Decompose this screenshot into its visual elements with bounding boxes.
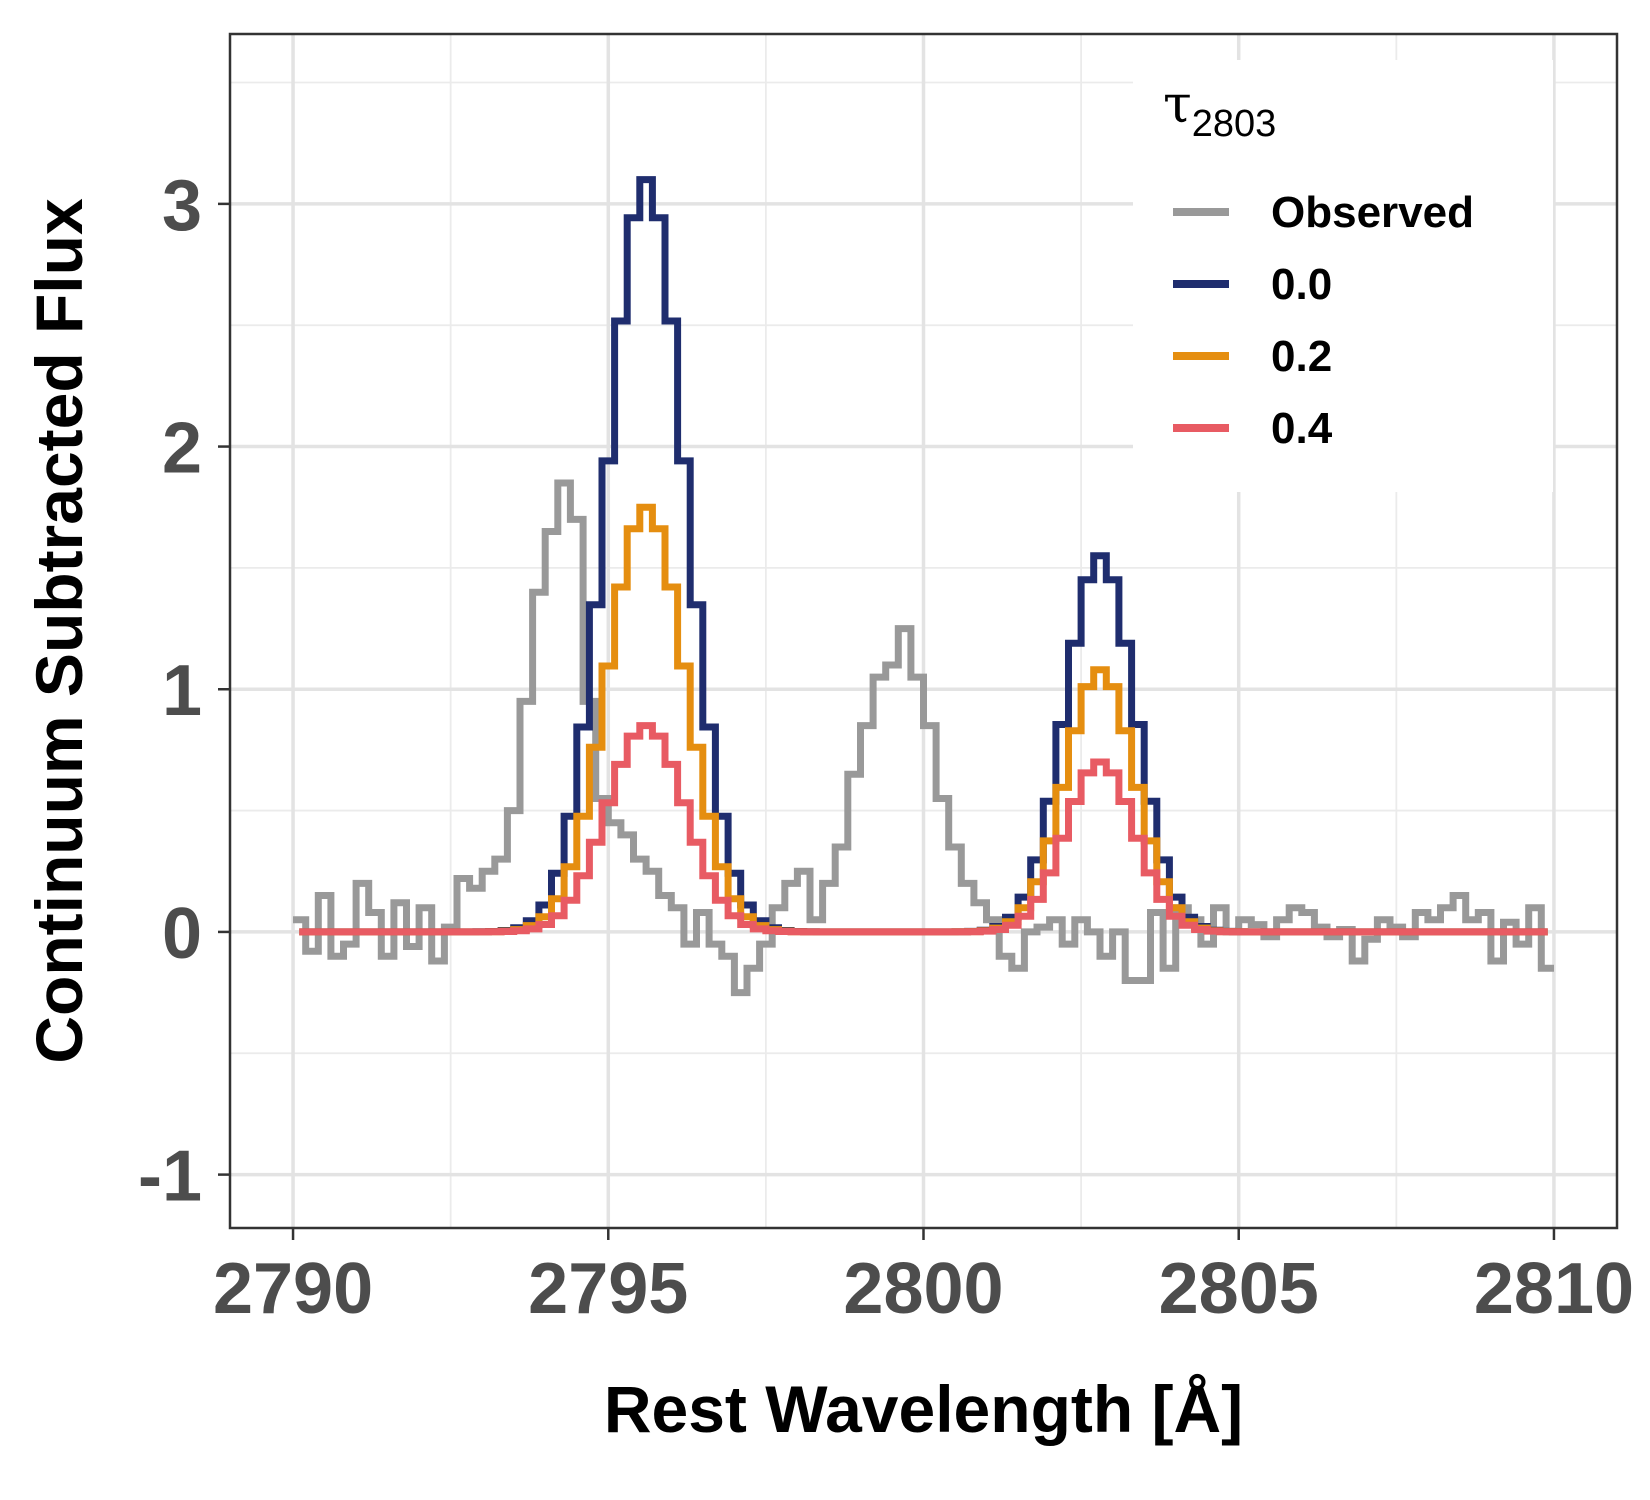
y-tick-label: -1 [138,1137,202,1217]
x-tick-label: 2810 [1474,1249,1634,1329]
legend-label: 0.0 [1271,260,1332,309]
y-tick-label: 1 [162,651,202,731]
legend-title-subscript: 2803 [1192,103,1277,145]
y-tick-label: 2 [162,409,202,489]
series-layer [293,176,1554,997]
y-tick-label: 3 [162,166,202,246]
legend-label: 0.2 [1271,332,1332,381]
legend-items: Observed 0.0 0.2 0.4 [1173,188,1474,453]
x-tick-label: 2795 [528,1249,688,1329]
legend-background [1133,60,1553,492]
legend-label: Observed [1271,188,1474,237]
legend-label: 0.4 [1271,404,1333,453]
legend: τ2803 Observed 0.0 0.2 0.4 [1133,60,1553,492]
x-tick-label: 2790 [213,1249,373,1329]
legend-title-symbol: τ [1163,75,1192,135]
y-tick-label: 0 [162,894,202,974]
y-axis-title: Continuum Subtracted Flux [22,198,96,1064]
series-line-0-4 [299,722,1548,936]
x-axis-title: Rest Wavelength [Å] [604,1372,1243,1446]
axis-ticks: 2790 2795 2800 2805 2810 -1 0 1 2 3 [138,166,1634,1329]
x-tick-label: 2805 [1159,1249,1319,1329]
x-tick-label: 2800 [843,1249,1003,1329]
legend-title: τ2803 [1163,75,1276,145]
